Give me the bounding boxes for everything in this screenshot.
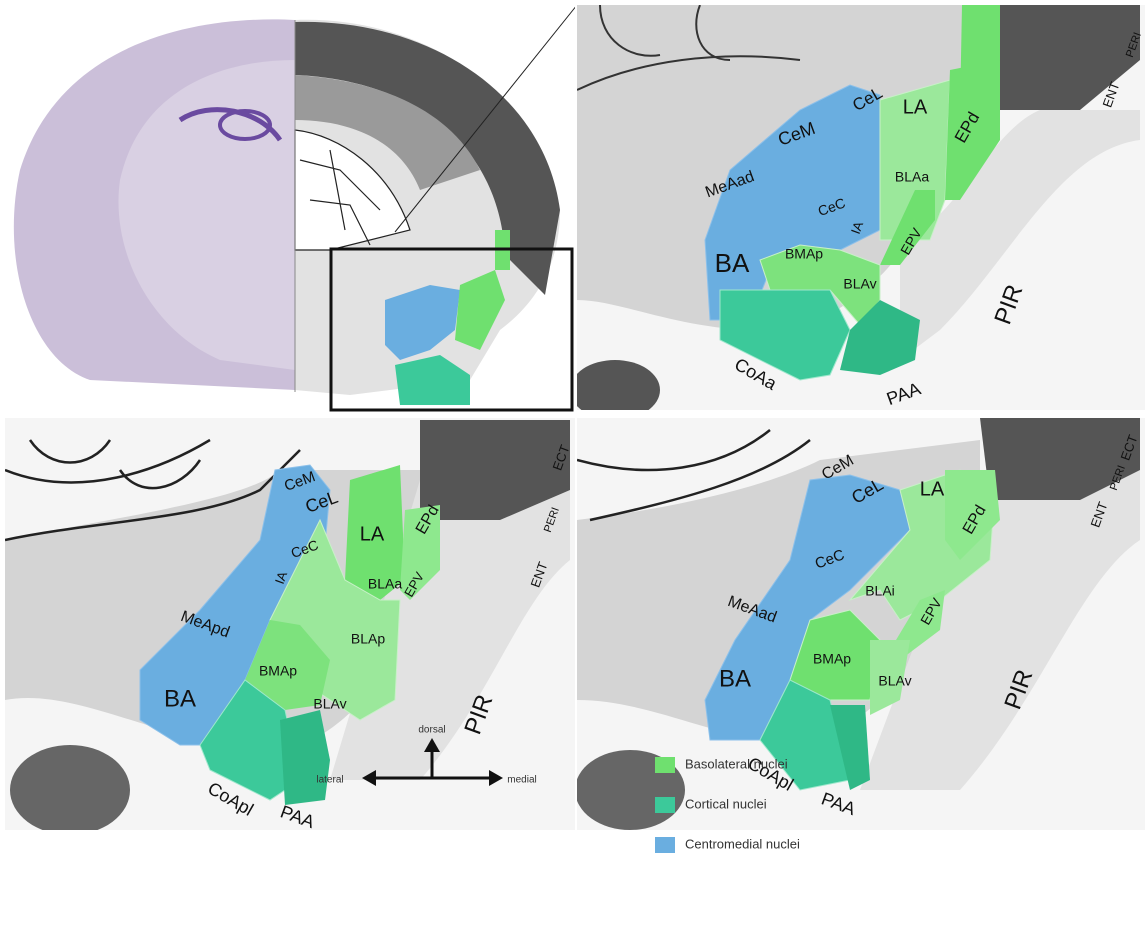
region-label: BMAp — [813, 651, 851, 667]
legend-swatch — [655, 757, 675, 773]
region-label: BA — [719, 665, 751, 692]
region-label: LA — [920, 478, 945, 500]
region-label: BLAv — [878, 673, 911, 689]
legend-label: Basolateral nuclei — [685, 756, 788, 771]
region-label: BA — [715, 248, 750, 278]
region-label: BLAv — [313, 696, 346, 712]
region-label: BLAp — [351, 631, 385, 647]
region-label: BLAi — [865, 583, 895, 599]
zoom-panel-anterior — [570, 5, 1145, 420]
region-label: LA — [360, 523, 385, 545]
legend-label: Cortical nuclei — [685, 796, 767, 811]
region-label: BLAv — [843, 276, 876, 292]
legend-swatch — [655, 797, 675, 813]
region-label: BLAa — [368, 576, 402, 592]
region-label: LA — [903, 96, 928, 118]
overview-panel — [0, 0, 577, 412]
figure: dorsal lateral medial CeLLAEPdCeMMeAadBL… — [0, 0, 1145, 942]
compass-label: lateral — [316, 775, 343, 786]
region-label: BMAp — [259, 663, 297, 679]
region-label: BA — [164, 685, 196, 712]
region-label: BLAa — [895, 169, 929, 185]
legend-label: Centromedial nuclei — [685, 836, 800, 851]
region-label: BMAp — [785, 246, 823, 262]
legend-swatch — [655, 837, 675, 853]
compass-label: medial — [507, 775, 536, 786]
compass-label: dorsal — [418, 725, 445, 736]
